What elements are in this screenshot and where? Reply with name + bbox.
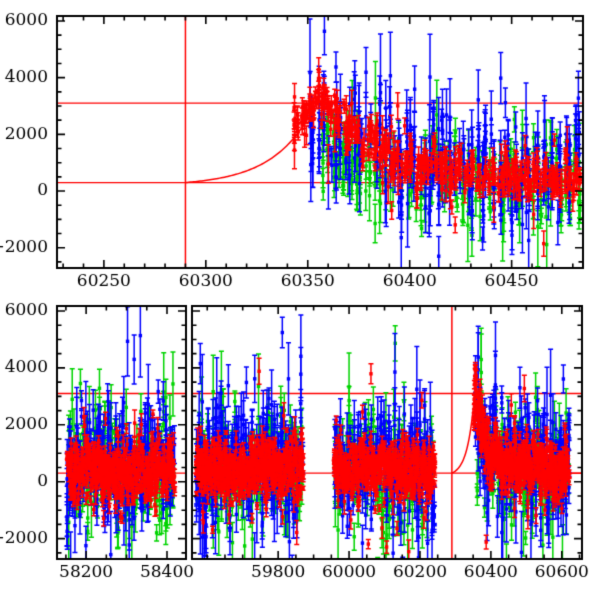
light-curve-canvas bbox=[0, 0, 600, 600]
light-curve-figure bbox=[0, 0, 600, 600]
